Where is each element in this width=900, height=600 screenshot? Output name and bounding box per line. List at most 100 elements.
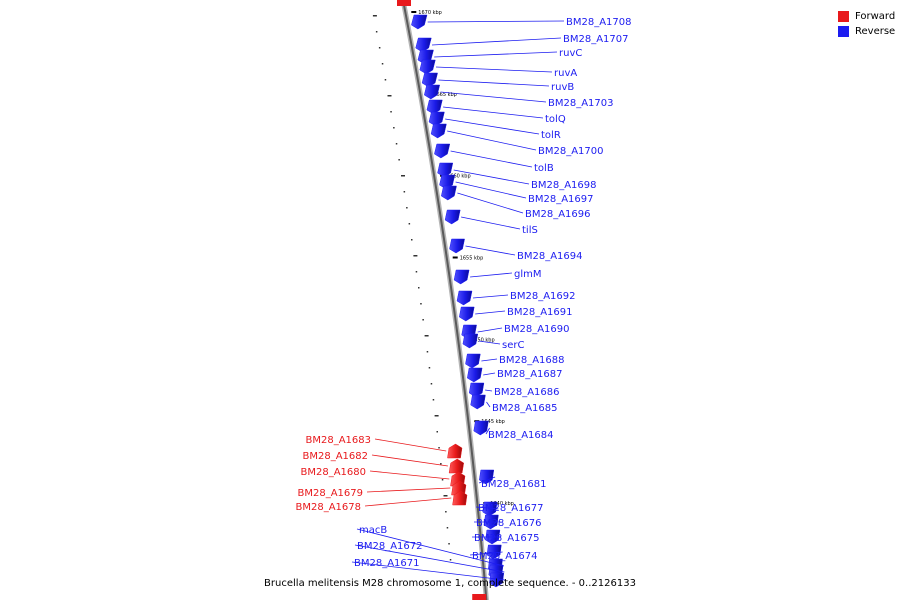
gene-label-BM28_A1688[interactable]: BM28_A1688 [499,355,565,366]
gene-feature-BM28_A1700[interactable] [430,123,447,139]
gene-feature-BM28_A1681[interactable] [479,469,495,485]
gene-label-BM28_A1687[interactable]: BM28_A1687 [497,369,563,380]
forward-swatch [838,11,849,22]
gene-label-BM28_A1674[interactable]: BM28_A1674 [472,551,538,562]
scale-dot [403,191,406,193]
gene-label-BM28_A1692[interactable]: BM28_A1692 [510,291,576,302]
gene-label-BM28_A1690[interactable]: BM28_A1690 [504,324,570,335]
gene-feature-BM28_A1703[interactable] [424,84,441,100]
tick-mark [452,256,458,259]
gene-label-tolR[interactable]: tolR [541,130,561,141]
gene-label-BM28_A1696[interactable]: BM28_A1696 [525,209,591,220]
gene-label-BM28_A1681[interactable]: BM28_A1681 [481,479,547,490]
scale-dot [428,367,431,369]
gene-feature-BM28_A1692[interactable] [456,290,473,306]
gene-feature-ruvA[interactable] [419,59,436,75]
gene-label-ruvC[interactable]: ruvC [559,48,582,59]
gene-connector [477,327,503,333]
gene-connector [453,169,530,185]
gene-label-macB[interactable]: macB [359,525,387,536]
scale-dot [441,479,444,481]
scale-dot [436,431,438,433]
scale-dot [387,95,392,97]
gene-label-BM28_A1708[interactable]: BM28_A1708 [566,17,632,28]
gene-feature-BM28_A1688[interactable] [465,353,481,369]
legend-forward: Forward [838,9,895,24]
gene-feature-serC[interactable] [462,333,479,349]
gene-label-tolB[interactable]: tolB [534,163,554,174]
gene-feature-glmM[interactable] [453,269,470,285]
gene-connector [354,544,505,573]
gene-feature-BM28_A1677[interactable] [482,501,498,517]
gene-label-BM28_A1703[interactable]: BM28_A1703 [548,98,614,109]
gene-label-BM28_A1698[interactable]: BM28_A1698 [531,180,597,191]
gene-label-BM28_A1694[interactable]: BM28_A1694 [517,251,583,262]
gene-label-BM28_A1680[interactable]: BM28_A1680 [300,467,366,478]
gene-feature-tilS[interactable] [444,209,461,225]
scale-dot [434,415,439,417]
gene-connector [478,476,496,484]
gene-label-BM28_A1683[interactable]: BM28_A1683 [305,435,371,446]
gene-label-BM28_A1671[interactable]: BM28_A1671 [354,558,420,569]
gene-feature-BM28_A1678[interactable] [452,490,468,506]
tick-label: 1645 kbp [481,419,505,425]
scale-dot [432,399,435,401]
gene-feature-BM28_A1696[interactable] [441,185,457,201]
gene-label-tolQ[interactable]: tolQ [545,114,566,125]
gene-feature-BM28_A1671[interactable] [489,572,505,588]
gene-label-ruvA[interactable]: ruvA [554,68,577,79]
gene-feature-BM28_A1691[interactable] [459,306,475,322]
gene-feature-BM28_A1687[interactable] [467,367,483,383]
gene-connector [445,118,540,135]
gene-label-BM28_A1679[interactable]: BM28_A1679 [297,488,363,499]
gene-feature-BM28_A1685[interactable] [470,394,486,410]
gene-feature-tolB[interactable] [434,143,451,159]
gene-feature-BM28_A1684[interactable] [473,420,489,436]
scale-dot [378,47,381,49]
tick-label: 1665 kbp [433,92,457,98]
gene-label-ruvB[interactable]: ruvB [551,82,574,93]
gene-label-BM28_A1682[interactable]: BM28_A1682 [302,451,368,462]
legend: Forward Reverse [838,9,895,39]
gene-label-BM28_A1697[interactable]: BM28_A1697 [528,194,594,205]
scale-dot [438,447,440,449]
gene-connector [450,150,533,168]
gene-label-BM28_A1676[interactable]: BM28_A1676 [476,518,542,529]
gene-label-BM28_A1675[interactable]: BM28_A1675 [474,533,540,544]
scale-dot [413,255,418,257]
scale-dot [406,207,408,209]
gene-feature-BM28_A1708[interactable] [411,14,428,30]
gene-feature-BM28_A1694[interactable] [449,238,465,254]
gene-label-BM28_A1678[interactable]: BM28_A1678 [295,502,361,513]
scale-dot [446,527,449,529]
scale-dot [424,335,429,337]
gene-connector [475,310,506,315]
gene-label-BM28_A1685[interactable]: BM28_A1685 [492,403,558,414]
gene-label-BM28_A1686[interactable]: BM28_A1686 [494,387,560,398]
gene-connector [431,37,562,46]
gene-feature-BM28_A1682[interactable] [448,458,464,474]
gene-feature-BM28_A1683[interactable] [447,443,463,459]
scale-dot [448,543,450,545]
gene-connector [483,372,496,376]
scale-dot [440,463,442,465]
scale-dot [401,175,405,177]
partial-gene-top [397,0,411,6]
gene-label-BM28_A1684[interactable]: BM28_A1684 [488,430,554,441]
gene-label-glmM[interactable]: glmM [514,269,542,280]
gene-label-serC[interactable]: serC [502,340,524,351]
gene-connector [369,470,450,480]
gene-connector [364,497,452,507]
scale-dot [372,15,377,17]
gene-label-BM28_A1707[interactable]: BM28_A1707 [563,34,629,45]
gene-label-BM28_A1677[interactable]: BM28_A1677 [478,503,544,514]
gene-label-tilS[interactable]: tilS [522,225,538,236]
gene-label-BM28_A1672[interactable]: BM28_A1672 [357,541,423,552]
gene-connector [438,79,550,87]
scale-dot [390,111,392,113]
gene-connector [443,106,544,119]
gene-label-BM28_A1700[interactable]: BM28_A1700 [538,146,604,157]
gene-connector [481,358,498,362]
map-caption: Brucella melitensis M28 chromosome 1, co… [264,578,636,589]
gene-label-BM28_A1691[interactable]: BM28_A1691 [507,307,573,318]
